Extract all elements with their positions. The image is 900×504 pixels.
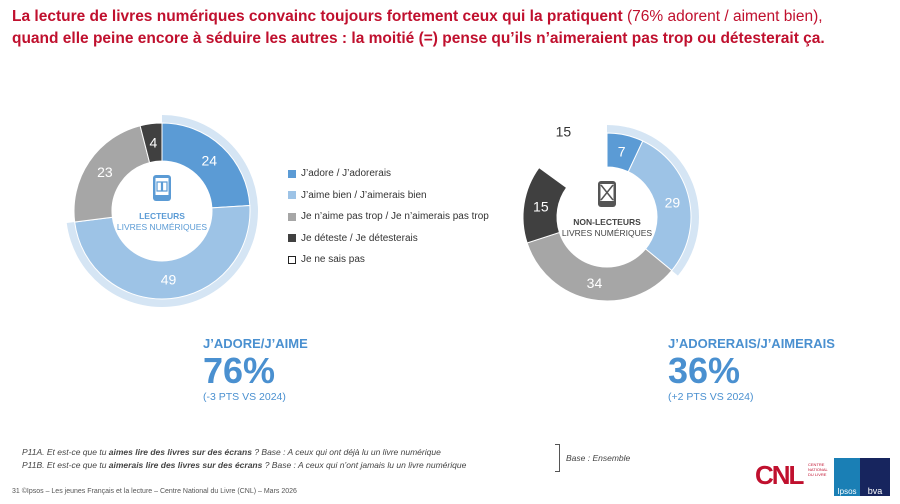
legend-item: Je ne sais pas <box>288 249 489 271</box>
title-line2: quand elle peine encore à séduire les au… <box>12 30 825 47</box>
note-bold: aimerais lire des livres sur des écrans <box>108 460 263 470</box>
note-bold: aimes lire des livres sur des écrans <box>108 447 252 457</box>
kpi-label: J’ADORERAIS/J’AIMERAIS <box>668 336 835 351</box>
legend-item: Je déteste / Je détesterais <box>288 228 489 250</box>
center-label: LIVRES NUMÉRIQUES <box>562 228 653 238</box>
legend-swatch <box>288 191 296 200</box>
note-text: ? Base : A ceux qui ont déjà lu un livre… <box>251 447 441 457</box>
kpi-value: 76% <box>203 350 276 391</box>
legend-item: J’aime bien / J’aimerais bien <box>288 185 489 207</box>
ipsos-logo: Ipsos <box>834 458 860 496</box>
bva-logo: bva <box>860 458 890 496</box>
legend-label: Je déteste / Je détesterais <box>301 232 418 244</box>
data-label: 49 <box>161 272 177 288</box>
cross-icon <box>600 184 614 201</box>
data-label: 15 <box>556 123 572 139</box>
note-text: P11B. Et est-ce que tu <box>22 460 109 470</box>
base-note: Base : Ensemble <box>566 453 631 463</box>
donut-slice <box>74 204 251 300</box>
bracket <box>555 444 560 472</box>
cnl-logo: CNL <box>755 460 804 490</box>
footer: 31 ©Ipsos – Les jeunes Français et la le… <box>12 488 297 495</box>
donut-slice <box>526 231 673 302</box>
data-label: 4 <box>149 135 157 151</box>
center-label: NON-LECTEURS <box>573 217 641 227</box>
data-label: 34 <box>587 275 603 291</box>
donut-slice <box>627 140 692 272</box>
legend-label: J’aime bien / J’aimerais bien <box>301 189 427 201</box>
donut-slice <box>139 122 163 164</box>
legend-swatch <box>288 234 296 243</box>
title-light: (76% adorent / aiment bien), <box>622 8 823 25</box>
kpi-right: J’ADORERAIS/J’AIMERAIS 36% (+2 PTS VS 20… <box>668 336 835 403</box>
legend-label: Je ne sais pas <box>301 254 365 266</box>
highlight-outer-arc <box>607 125 699 276</box>
question-notes: P11A. Et est-ce que tu aimes lire des li… <box>22 446 466 472</box>
data-label: 29 <box>665 194 681 210</box>
title-bold: La lecture de livres numériques convainc… <box>12 8 623 25</box>
data-label: 7 <box>618 144 626 160</box>
note-text: ? Base : A ceux qui n’ont jamais lu un l… <box>262 460 467 470</box>
note-text: P11A. Et est-ce que tu <box>22 447 109 457</box>
donut-slice <box>522 166 568 244</box>
kpi-value: 36% <box>668 350 741 391</box>
legend-label: J’adore / J’adorerais <box>301 168 392 180</box>
legend-swatch <box>288 169 296 178</box>
kpi-label: J’ADORE/J’AIME <box>203 336 308 351</box>
legend-item: J’adore / J’adorerais <box>288 163 489 185</box>
cnl-logo-subtitle: CENTRE NATIONAL DU LIVRE <box>808 462 828 477</box>
kpi-delta: (+2 PTS VS 2024) <box>668 391 754 403</box>
book-icon <box>156 181 168 192</box>
legend: J’adore / J’adorerais J’aime bien / J’ai… <box>288 163 489 271</box>
legend-swatch <box>288 212 296 221</box>
legend-label: Je n’aime pas trop / Je n’aimerais pas t… <box>301 211 489 223</box>
center-label: LECTEURS <box>139 211 185 221</box>
kpi-delta: (-3 PTS VS 2024) <box>203 391 286 403</box>
data-label: 24 <box>201 153 217 169</box>
kpi-left: J’ADORE/J’AIME 76% (-3 PTS VS 2024) <box>203 336 308 403</box>
slide-title: La lecture de livres numériques convainc… <box>12 6 892 50</box>
legend-item: Je n’aime pas trop / Je n’aimerais pas t… <box>288 206 489 228</box>
center-label: LIVRES NUMÉRIQUES <box>117 222 208 232</box>
legend-swatch <box>288 255 296 264</box>
data-label: 15 <box>533 199 549 215</box>
data-label: 23 <box>97 164 113 180</box>
